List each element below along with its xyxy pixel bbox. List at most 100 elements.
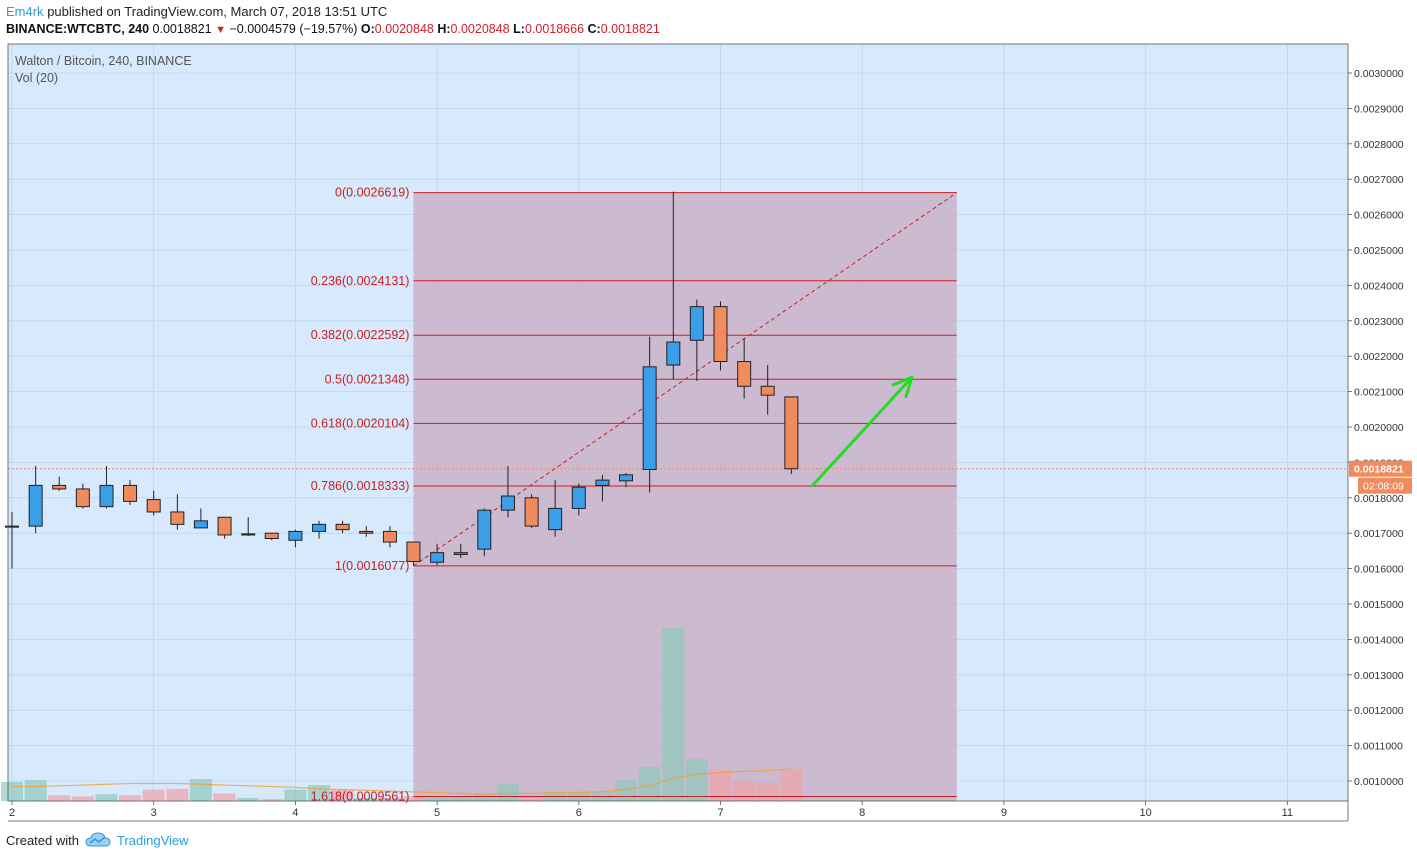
legend-volume: Vol (20) bbox=[15, 71, 59, 85]
green-arrow-head bbox=[891, 375, 914, 399]
x-tick-label: 5 bbox=[434, 807, 440, 819]
y-tick-label: 0.0028000 bbox=[1354, 139, 1404, 151]
y-tick-label: 0.0018000 bbox=[1354, 493, 1404, 505]
candle-body bbox=[359, 530, 374, 534]
candle-body bbox=[430, 552, 445, 563]
published-text: published on TradingView.com, March 07, … bbox=[47, 4, 388, 19]
x-tick-label: 10 bbox=[1139, 807, 1151, 819]
candle-body bbox=[618, 474, 633, 482]
volume-bar bbox=[1, 782, 23, 801]
candle-body bbox=[642, 366, 657, 470]
y-tick-label: 0.0012000 bbox=[1354, 705, 1404, 717]
volume-bar bbox=[638, 766, 661, 801]
author-link[interactable]: Em4rk bbox=[6, 4, 44, 19]
fib-level-label: 0.236(0.0024131) bbox=[311, 274, 410, 288]
plot-border bbox=[7, 43, 1349, 802]
volume-bar bbox=[520, 795, 543, 801]
volume-bar bbox=[284, 789, 307, 801]
y-tick-label: 0.0023000 bbox=[1354, 316, 1404, 328]
volume-bar bbox=[473, 793, 496, 801]
y-tick-label: 0.0021000 bbox=[1354, 387, 1404, 399]
x-tick-label: 7 bbox=[717, 807, 723, 819]
candle-body bbox=[193, 520, 208, 529]
candle-body bbox=[335, 523, 350, 531]
candle-body bbox=[571, 486, 586, 509]
y-tick-label: 0.0014000 bbox=[1354, 634, 1404, 646]
candle-body bbox=[312, 523, 327, 532]
candle-body bbox=[595, 479, 610, 486]
y-tick-label: 0.0022000 bbox=[1354, 351, 1404, 363]
candle-body bbox=[666, 341, 681, 366]
y-tick-label: 0.0029000 bbox=[1354, 103, 1404, 115]
candle-body bbox=[52, 484, 67, 490]
close-value: 0.0018821 bbox=[600, 22, 660, 36]
countdown-label: 02:08:09 bbox=[1363, 481, 1404, 493]
candle-body bbox=[75, 488, 90, 508]
volume-bar bbox=[614, 780, 637, 801]
y-tick-label: 0.0030000 bbox=[1354, 68, 1404, 80]
ohlc-info: BINANCE:WTCBTC, 240 0.0018821 ▼ −0.00045… bbox=[6, 22, 660, 36]
volume-bar bbox=[378, 797, 401, 801]
volume-bar bbox=[71, 796, 94, 801]
candle-body bbox=[264, 532, 279, 540]
y-tick-label: 0.0015000 bbox=[1354, 599, 1404, 611]
fib-level-label: 0.618(0.0020104) bbox=[311, 416, 410, 430]
time-axis-background bbox=[8, 801, 1348, 821]
countdown-tag bbox=[1358, 477, 1412, 494]
volume-bar bbox=[24, 780, 47, 801]
x-tick-label: 4 bbox=[292, 807, 298, 819]
publish-info: Em4rk published on TradingView.com, Marc… bbox=[6, 4, 387, 19]
volume-bar bbox=[166, 788, 189, 801]
x-tick-label: 3 bbox=[151, 807, 157, 819]
volume-bar bbox=[733, 781, 756, 801]
candle-body bbox=[500, 495, 515, 511]
candle-body bbox=[548, 507, 563, 531]
volume-bar bbox=[213, 793, 236, 801]
y-tick-label: 0.0026000 bbox=[1354, 210, 1404, 222]
y-tick-label: 0.0016000 bbox=[1354, 564, 1404, 576]
volume-bar bbox=[496, 783, 519, 801]
y-tick-label: 0.0017000 bbox=[1354, 528, 1404, 540]
close-label: C: bbox=[587, 22, 601, 36]
open-label: O: bbox=[360, 22, 375, 36]
candle-body bbox=[28, 484, 43, 527]
candle-body bbox=[123, 484, 138, 502]
fibonacci-zone bbox=[413, 192, 957, 802]
candle-body bbox=[406, 541, 421, 563]
high-value: 0.0020848 bbox=[450, 22, 510, 36]
volume-bar bbox=[331, 789, 354, 801]
symbol-label: BINANCE:WTCBTC, 240 bbox=[6, 22, 150, 36]
y-tick-label: 0.0010000 bbox=[1354, 776, 1404, 788]
price-change: −0.0004579 (−19.57%) bbox=[229, 22, 358, 36]
volume-bar bbox=[48, 795, 71, 801]
cloud-icon bbox=[85, 832, 111, 847]
volume-bar bbox=[426, 797, 449, 801]
x-tick-label: 6 bbox=[576, 807, 582, 819]
last-price-tag-label: 0.0018821 bbox=[1354, 464, 1404, 476]
candle-body bbox=[5, 525, 19, 528]
volume-bar bbox=[756, 782, 779, 801]
y-tick-label: 0.0024000 bbox=[1354, 280, 1404, 292]
volume-bar bbox=[685, 759, 708, 801]
x-tick-label: 2 bbox=[9, 807, 15, 819]
candle-body bbox=[689, 306, 704, 341]
legend-title: Walton / Bitcoin, 240, BINANCE bbox=[15, 54, 192, 68]
candle-body bbox=[217, 516, 232, 536]
candle-body bbox=[288, 530, 303, 541]
tradingview-logo[interactable]: TradingView bbox=[85, 832, 189, 848]
volume-bar bbox=[662, 628, 685, 801]
down-triangle-icon: ▼ bbox=[215, 24, 227, 36]
x-tick-label: 9 bbox=[1001, 807, 1007, 819]
last-price: 0.0018821 bbox=[152, 22, 212, 36]
y-tick-label: 0.0011000 bbox=[1354, 741, 1403, 753]
candle-body bbox=[760, 385, 775, 396]
x-tick-label: 8 bbox=[859, 807, 865, 819]
footer: Created with TradingView bbox=[6, 832, 189, 848]
volume-bar bbox=[709, 769, 732, 801]
volume-bar bbox=[260, 799, 283, 801]
y-tick-label: 0.0013000 bbox=[1354, 670, 1404, 682]
y-tick-label: 0.0020000 bbox=[1354, 422, 1404, 434]
candle-body bbox=[99, 484, 114, 508]
candle-body bbox=[784, 396, 799, 470]
